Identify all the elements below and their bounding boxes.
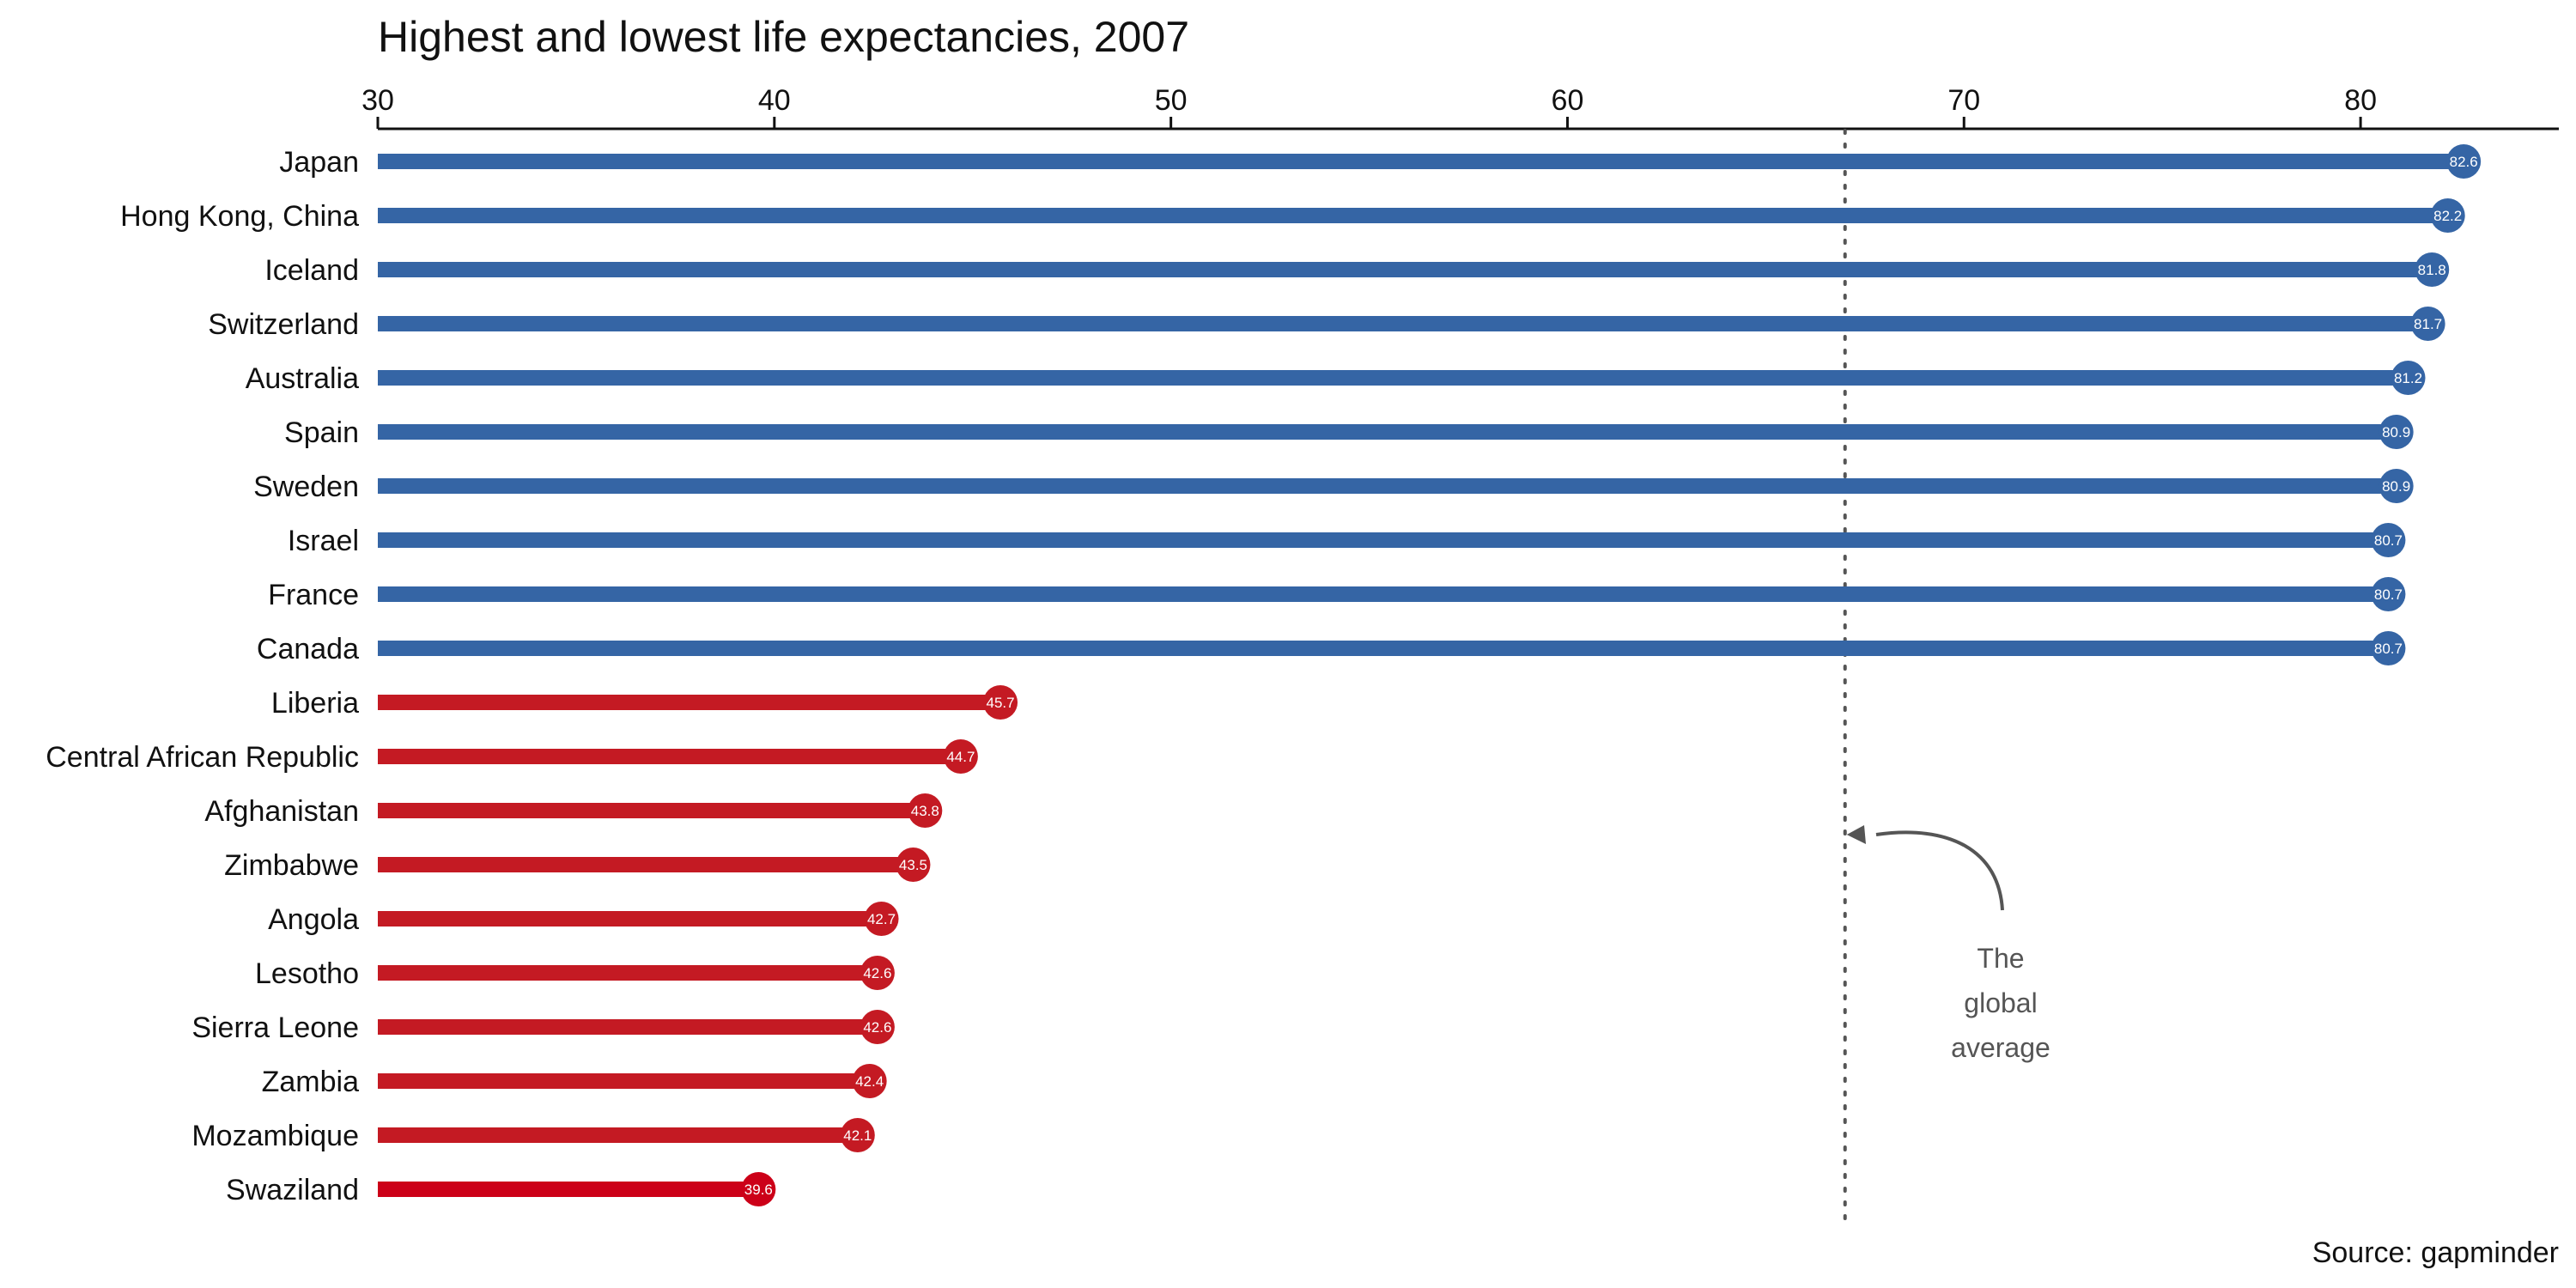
value-label: 42.4 [855, 1073, 884, 1090]
category-label: France [268, 579, 359, 611]
source-note: Source: gapminder [2312, 1236, 2559, 1269]
value-label: 42.6 [863, 1019, 891, 1036]
category-label: Israel [288, 525, 359, 557]
x-tick-label: 50 [1155, 84, 1188, 117]
lollipop-dot [741, 1172, 776, 1206]
annotation-text: The [1977, 943, 2024, 974]
lollipop-dot [2379, 415, 2414, 449]
lollipop-dot [943, 739, 978, 774]
x-tick-label: 30 [361, 84, 394, 117]
lollipop-dots: 82.6 82.2 81.8 81.7 81.2 80.9 80.9 80.7 80.7 80.7… [741, 144, 2482, 1206]
annotation-text: average [1951, 1032, 2050, 1063]
category-label: Switzerland [208, 308, 359, 341]
category-label: Lesotho [255, 957, 359, 990]
category-label: Swaziland [226, 1174, 359, 1206]
value-label: 39.6 [744, 1182, 773, 1198]
category-label: Zambia [262, 1066, 359, 1098]
lollipop-dot [2415, 252, 2450, 287]
reference-annotation: The global average [1846, 825, 2050, 1063]
category-label: Hong Kong, China [120, 200, 359, 233]
lollipop-dot [2371, 631, 2406, 665]
category-label: Liberia [271, 687, 359, 720]
category-labels: Japan Hong Kong, China Iceland Switzerland A… [46, 146, 359, 1206]
value-label: 45.7 [987, 695, 1015, 711]
lollipop-dot [2446, 144, 2482, 179]
value-label: 80.7 [2374, 641, 2403, 657]
category-label: Australia [246, 362, 359, 395]
lollipop-dot [983, 685, 1018, 720]
lollipop-dot [2430, 198, 2465, 233]
x-tick-label: 70 [1947, 84, 1980, 117]
lollipop-dot [852, 1064, 887, 1098]
value-label: 42.7 [867, 911, 896, 927]
x-tick-label: 60 [1552, 84, 1584, 117]
x-tick-label: 40 [758, 84, 791, 117]
lollipop-dot [2371, 577, 2406, 611]
lollipop-dot [2410, 307, 2445, 341]
value-label: 81.8 [2418, 262, 2446, 278]
category-label: Spain [284, 416, 359, 449]
value-label: 44.7 [946, 749, 975, 765]
lollipop-dot [2379, 469, 2414, 503]
lollipop-dot [860, 956, 895, 990]
category-label: Angola [268, 903, 359, 936]
value-label: 80.9 [2382, 478, 2410, 495]
lollipop-dot [840, 1118, 875, 1152]
value-label: 80.7 [2374, 532, 2403, 549]
category-label: Central African Republic [46, 741, 359, 774]
annotation-arrow [1875, 830, 2004, 911]
category-label: Afghanistan [204, 795, 359, 828]
value-label: 42.1 [843, 1127, 872, 1144]
category-label: Mozambique [191, 1120, 359, 1152]
x-axis: 30 40 50 60 70 80 [361, 84, 2559, 131]
category-label: Japan [279, 146, 359, 179]
lollipop-dot [908, 793, 943, 828]
lollipop-dot [896, 848, 931, 882]
lollipop-dot [2391, 361, 2426, 395]
annotation-text: global [1964, 987, 2037, 1018]
value-label: 82.6 [2450, 154, 2478, 170]
x-tick-label: 80 [2344, 84, 2377, 117]
value-label: 80.9 [2382, 424, 2410, 440]
value-label: 81.7 [2414, 316, 2442, 332]
lollipop-dot [2371, 523, 2406, 557]
annotation-arrowhead [1846, 825, 1866, 844]
lollipop-dot [864, 902, 899, 936]
category-label: Sierra Leone [191, 1012, 359, 1044]
lollipop-dot [860, 1010, 895, 1044]
value-label: 81.2 [2394, 370, 2422, 386]
chart-title: Highest and lowest life expectancies, 20… [378, 13, 1189, 61]
value-label: 42.6 [863, 965, 891, 981]
value-label: 43.5 [899, 857, 927, 873]
category-label: Sweden [253, 471, 359, 503]
category-label: Iceland [264, 254, 359, 287]
lollipop-stems [378, 154, 2464, 1197]
category-label: Canada [257, 633, 359, 665]
value-label: 80.7 [2374, 586, 2403, 603]
category-label: Zimbabwe [224, 849, 359, 882]
value-label: 82.2 [2433, 208, 2462, 224]
value-label: 43.8 [911, 803, 939, 819]
